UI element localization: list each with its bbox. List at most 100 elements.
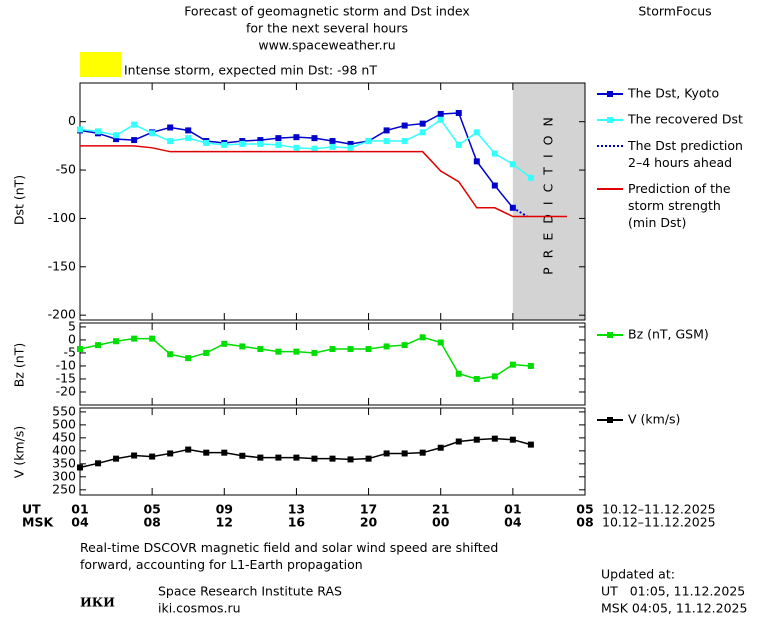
data-point (221, 340, 228, 347)
data-point (491, 182, 498, 189)
x-tick-label: 09 (216, 502, 233, 517)
series-line (79, 437, 532, 469)
data-point (77, 346, 83, 353)
y-tick-label: 5 (68, 318, 76, 333)
footer-note: Real-time DSCOVR magnetic field and sola… (80, 540, 498, 572)
data-point (455, 370, 462, 377)
data-point (527, 362, 534, 369)
data-point (131, 137, 138, 144)
data-point (113, 132, 120, 139)
data-point (293, 454, 300, 461)
legend-marker (607, 417, 613, 423)
x-tick-label-msk: 04 (71, 515, 89, 530)
legend-label: Prediction of the storm strength (min Dst) (628, 181, 731, 230)
data-point (401, 450, 408, 457)
x-tick-label-msk: 04 (504, 515, 522, 530)
data-point (293, 144, 300, 151)
prediction-zone (512, 83, 585, 320)
data-point (167, 351, 174, 358)
data-point (185, 446, 192, 453)
data-point (347, 140, 354, 147)
data-point (149, 453, 156, 460)
data-point (491, 373, 498, 380)
data-point (95, 342, 102, 349)
data-point (275, 348, 282, 355)
data-point (311, 145, 318, 152)
y-tick-label: 0 (68, 331, 76, 346)
x-tick-label: 05 (576, 502, 593, 517)
y-tick-label: 400 (52, 442, 76, 457)
data-point (257, 140, 264, 147)
data-point (437, 444, 444, 451)
data-point (329, 143, 336, 150)
data-point (419, 449, 426, 456)
data-point (95, 128, 102, 135)
title-line: www.spaceweather.ru (258, 38, 395, 53)
data-point (221, 141, 228, 148)
data-point (473, 129, 480, 136)
data-point (131, 335, 138, 342)
data-point (149, 130, 156, 137)
data-point (347, 456, 354, 463)
data-point (293, 348, 300, 355)
x-tick-label: 17 (360, 502, 377, 517)
legend-label: The Dst, Kyoto (627, 86, 719, 101)
storm-label: Intense storm, expected min Dst: -98 nT (124, 63, 377, 78)
data-point (491, 435, 498, 442)
msk-range: 10.12–11.12.2025 (602, 515, 716, 530)
data-point (473, 375, 480, 382)
ut-range: 10.12–11.12.2025 (602, 502, 716, 517)
data-point (131, 452, 138, 459)
ut-row-label: UT (22, 502, 41, 517)
y-tick-label: -15 (56, 370, 76, 385)
title-line: for the next several hours (246, 21, 408, 36)
series-line (512, 206, 528, 218)
data-point (275, 141, 282, 148)
data-point (167, 138, 174, 145)
storm-swatch (80, 52, 121, 77)
legend-label: The recovered Dst (627, 112, 743, 127)
x-tick-label-msk: 12 (216, 515, 233, 530)
data-point (473, 158, 480, 165)
panel-frame (79, 322, 586, 406)
y-axis-label: Bz (nT) (12, 343, 27, 387)
data-point (419, 129, 426, 136)
series-line (79, 336, 531, 380)
data-point (509, 436, 516, 443)
data-point (401, 122, 408, 129)
data-point (347, 346, 354, 353)
data-point (401, 138, 408, 145)
data-point (77, 126, 83, 133)
data-point (329, 346, 336, 353)
data-point (509, 161, 516, 168)
series-line (80, 145, 567, 218)
y-tick-label: -5 (64, 344, 76, 359)
y-tick-label: -10 (56, 357, 76, 372)
data-point (257, 346, 264, 353)
legend-marker (607, 332, 613, 338)
updated-msk: MSK 04:05, 11.12.2025 (601, 601, 747, 616)
data-point (437, 339, 444, 346)
data-point (239, 343, 246, 350)
data-point (491, 150, 498, 157)
updated-ut: UT 01:05, 11.12.2025 (601, 584, 745, 599)
data-point (113, 338, 120, 345)
x-tick-label: 21 (432, 502, 449, 517)
data-point (455, 109, 462, 116)
data-point (455, 141, 462, 148)
data-point (113, 455, 120, 462)
y-tick-label: 500 (52, 416, 76, 431)
site: iki.cosmos.ru (158, 601, 241, 616)
x-tick-label: 01 (504, 502, 521, 517)
series-line (79, 118, 532, 179)
data-point (311, 135, 318, 142)
y-tick-label: 450 (52, 429, 76, 444)
legend-label: V (km/s) (628, 412, 680, 427)
y-tick-label: 350 (52, 455, 76, 470)
data-point (239, 452, 246, 459)
data-point (77, 464, 83, 471)
data-point (383, 450, 390, 457)
x-tick-label-msk: 08 (576, 515, 593, 530)
data-point (509, 361, 516, 368)
